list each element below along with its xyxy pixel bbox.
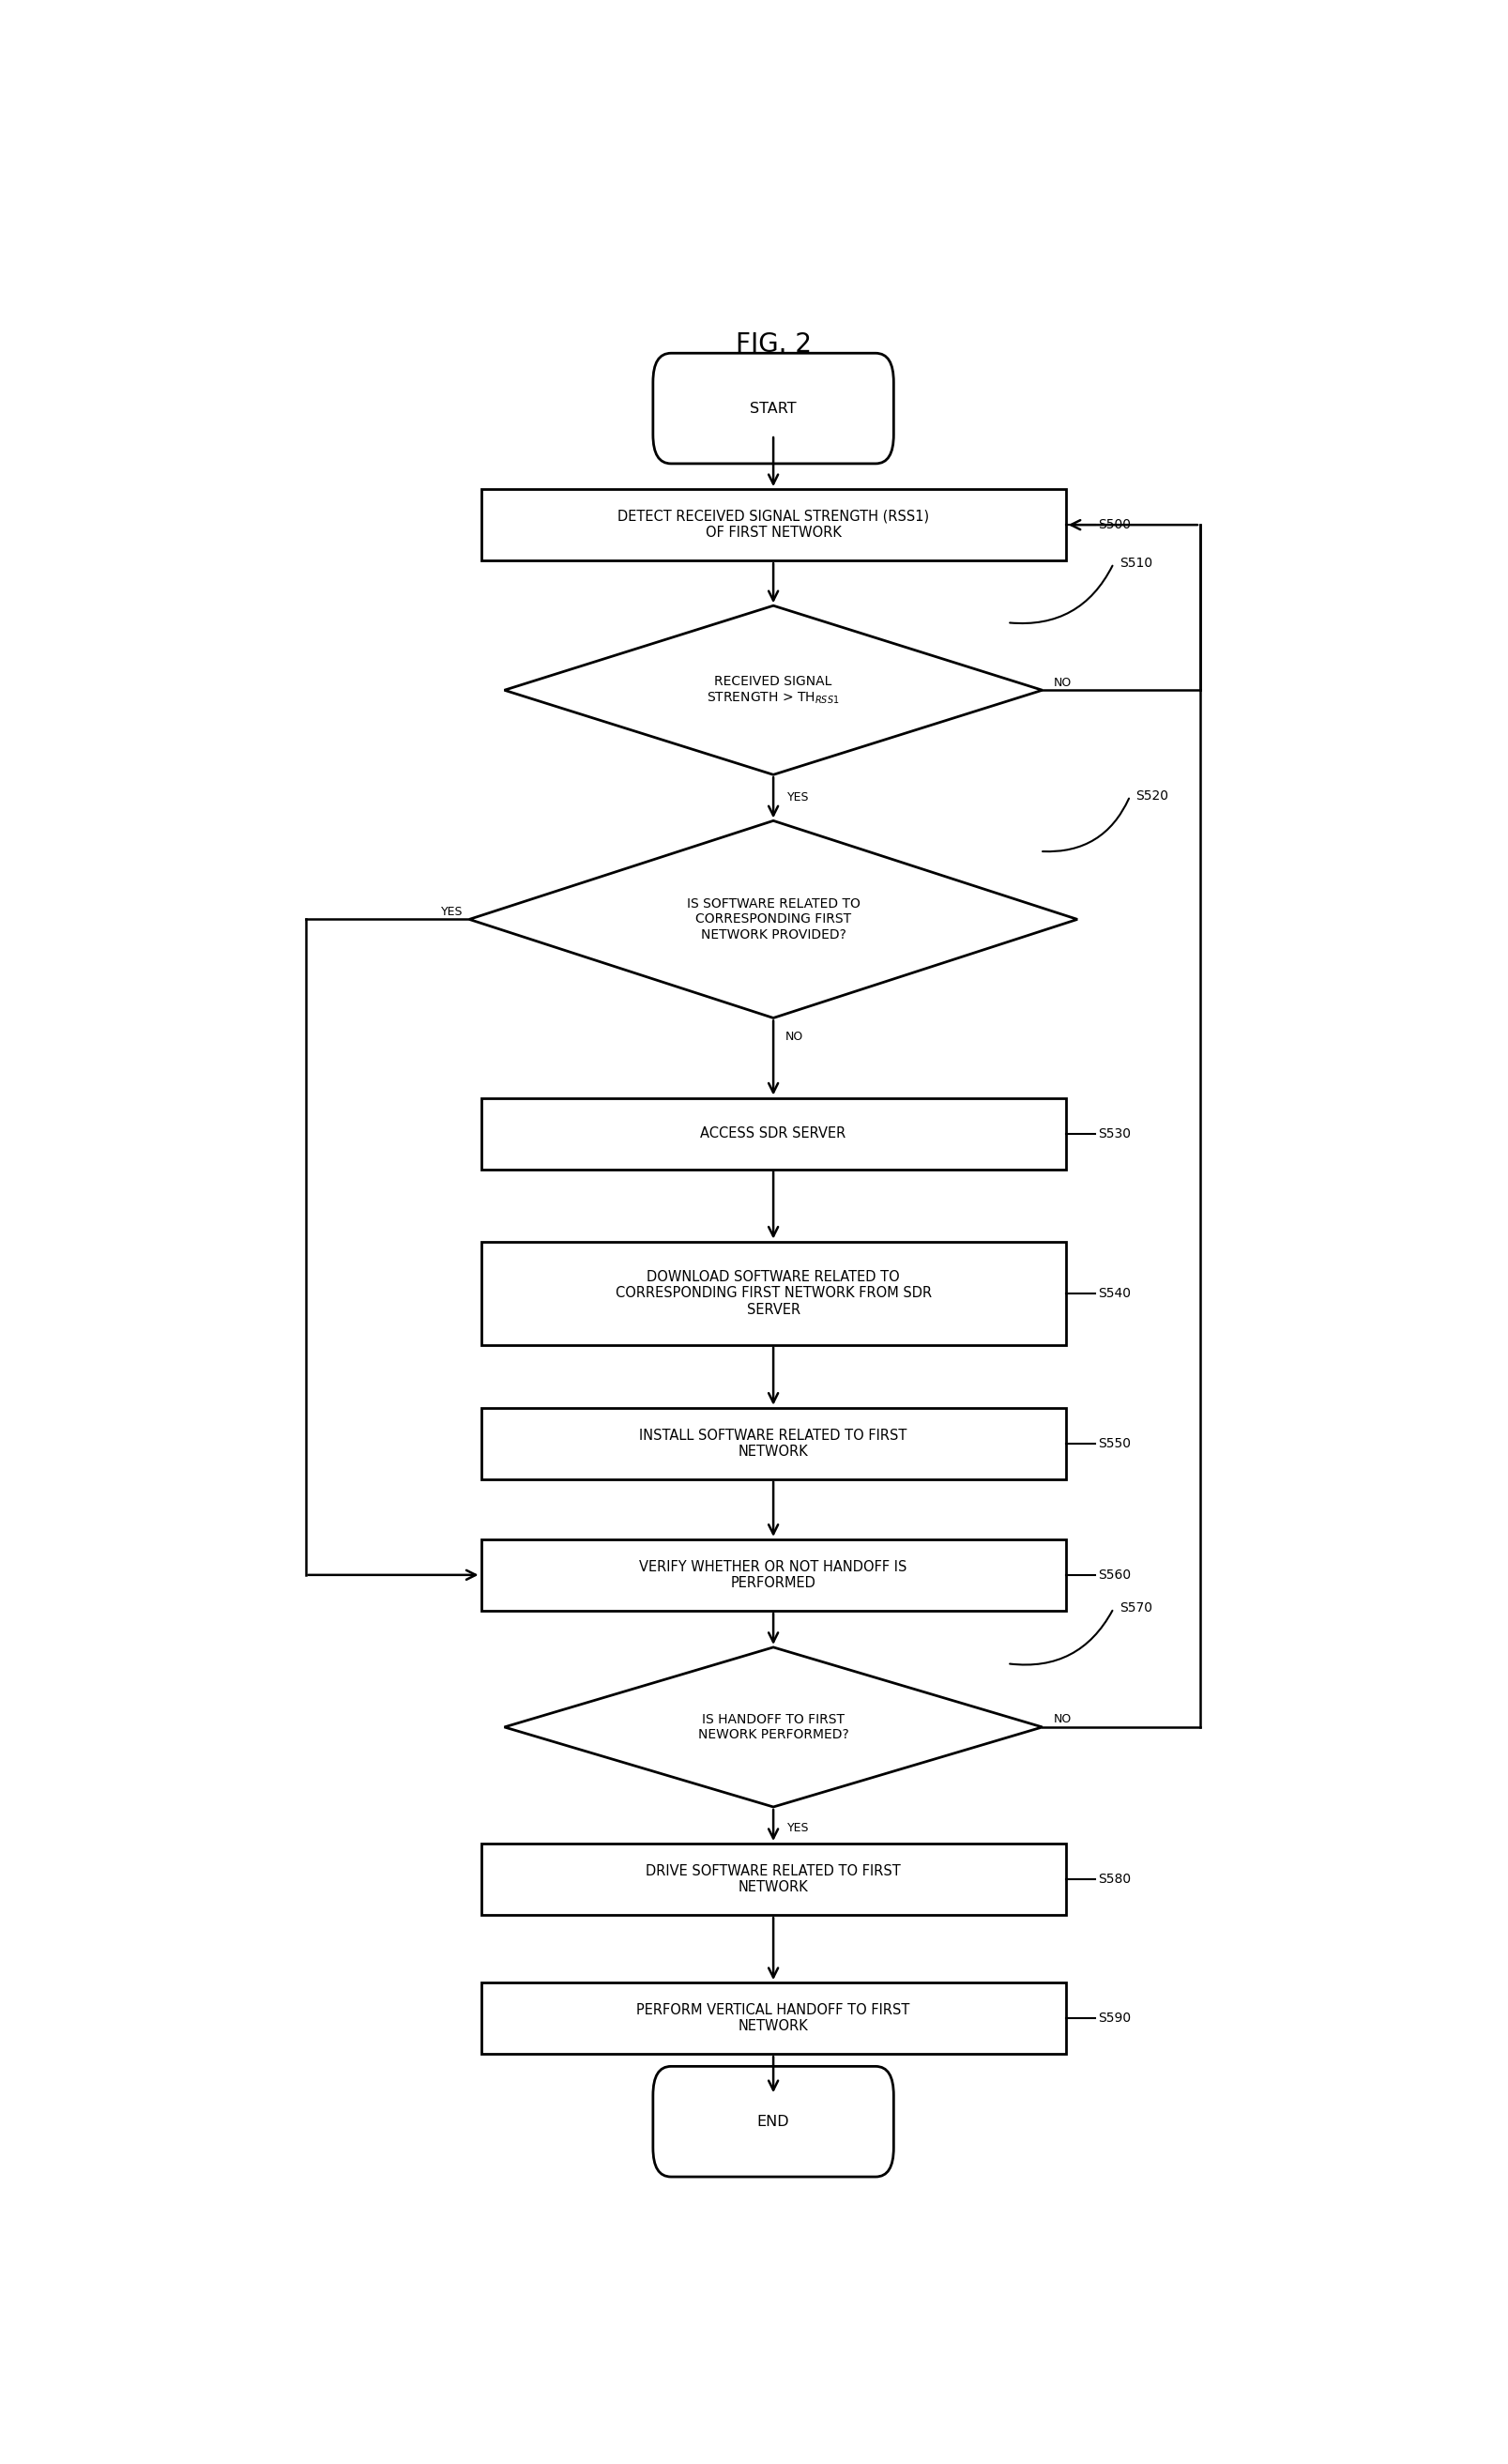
Text: YES: YES [442,907,463,919]
Text: FIG. 2: FIG. 2 [734,330,811,357]
Text: START: START [749,402,796,416]
Text: S580: S580 [1098,1873,1131,1885]
Text: S520: S520 [1136,788,1169,803]
Text: DETECT RECEIVED SIGNAL STRENGTH (RSS1)
OF FIRST NETWORK: DETECT RECEIVED SIGNAL STRENGTH (RSS1) O… [617,510,929,540]
Bar [481,1843,1065,1915]
Text: S500: S500 [1098,517,1131,532]
Polygon shape [504,606,1042,774]
Bar [481,1407,1065,1478]
Bar [481,490,1065,559]
Bar [481,1540,1065,1611]
Text: S540: S540 [1098,1286,1131,1299]
Polygon shape [469,821,1077,1018]
Text: S550: S550 [1098,1437,1131,1449]
Text: S590: S590 [1098,2011,1131,2025]
Text: S560: S560 [1098,1570,1131,1582]
Text: END: END [757,2114,789,2129]
Text: YES: YES [787,1821,808,1833]
Text: S530: S530 [1098,1126,1131,1141]
Text: IS HANDOFF TO FIRST
NEWORK PERFORMED?: IS HANDOFF TO FIRST NEWORK PERFORMED? [698,1712,847,1742]
Bar [481,1984,1065,2055]
Bar [481,1242,1065,1345]
Text: S510: S510 [1119,557,1152,569]
Text: NO: NO [784,1030,802,1042]
Text: PERFORM VERTICAL HANDOFF TO FIRST
NETWORK: PERFORM VERTICAL HANDOFF TO FIRST NETWOR… [636,2003,909,2033]
Text: NO: NO [1053,1712,1071,1725]
Polygon shape [504,1648,1042,1806]
Text: YES: YES [787,791,808,803]
Text: S570: S570 [1119,1602,1152,1614]
Bar [481,1099,1065,1170]
Text: VERIFY WHETHER OR NOT HANDOFF IS
PERFORMED: VERIFY WHETHER OR NOT HANDOFF IS PERFORM… [639,1560,906,1589]
FancyBboxPatch shape [653,352,893,463]
FancyBboxPatch shape [653,2067,893,2176]
Text: IS SOFTWARE RELATED TO
CORRESPONDING FIRST
NETWORK PROVIDED?: IS SOFTWARE RELATED TO CORRESPONDING FIR… [686,897,860,941]
Text: NO: NO [1053,678,1071,690]
Text: ACCESS SDR SERVER: ACCESS SDR SERVER [700,1126,846,1141]
Text: DRIVE SOFTWARE RELATED TO FIRST
NETWORK: DRIVE SOFTWARE RELATED TO FIRST NETWORK [645,1865,900,1895]
Text: DOWNLOAD SOFTWARE RELATED TO
CORRESPONDING FIRST NETWORK FROM SDR
SERVER: DOWNLOAD SOFTWARE RELATED TO CORRESPONDI… [615,1269,930,1316]
Text: INSTALL SOFTWARE RELATED TO FIRST
NETWORK: INSTALL SOFTWARE RELATED TO FIRST NETWOR… [639,1429,906,1459]
Text: RECEIVED SIGNAL
STRENGTH > TH$_{RSS1}$: RECEIVED SIGNAL STRENGTH > TH$_{RSS1}$ [706,675,840,705]
